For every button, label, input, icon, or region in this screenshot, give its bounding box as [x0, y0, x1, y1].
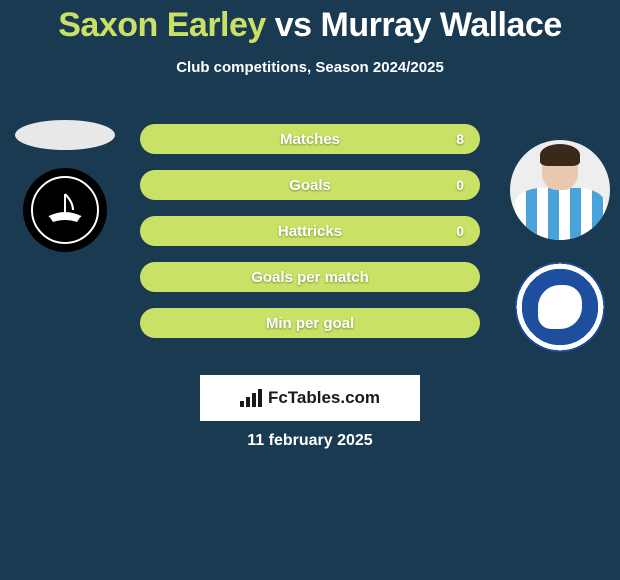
ship-icon — [43, 188, 87, 232]
stat-value-right: 0 — [456, 223, 464, 239]
stat-row-min-per-goal: Min per goal — [140, 308, 480, 338]
bar-chart-icon — [240, 389, 262, 407]
stat-label: Matches — [280, 131, 340, 148]
player2-club-badge — [515, 262, 605, 352]
stat-value-right: 0 — [456, 177, 464, 193]
stat-row-goals-per-match: Goals per match — [140, 262, 480, 292]
branding-box: FcTables.com — [200, 375, 420, 421]
stat-label: Min per goal — [266, 315, 354, 332]
left-player-column — [10, 120, 120, 252]
branding-text: FcTables.com — [268, 388, 380, 408]
date-text: 11 february 2025 — [0, 432, 620, 450]
stat-label: Goals per match — [251, 269, 369, 286]
player1-photo-placeholder — [15, 120, 115, 150]
comparison-title: Saxon Earley vs Murray Wallace — [0, 0, 620, 45]
stat-row-hattricks: Hattricks 0 — [140, 216, 480, 246]
stat-row-matches: Matches 8 — [140, 124, 480, 154]
lion-icon — [538, 285, 582, 329]
vs-text: vs — [275, 6, 312, 44]
stats-container: Matches 8 Goals 0 Hattricks 0 Goals per … — [140, 124, 480, 354]
club1-inner-ring — [31, 176, 99, 244]
player1-club-badge — [23, 168, 107, 252]
player2-photo — [510, 140, 610, 240]
player1-name: Saxon Earley — [58, 6, 266, 44]
stat-label: Goals — [289, 177, 331, 194]
stat-value-right: 8 — [456, 131, 464, 147]
stat-row-goals: Goals 0 — [140, 170, 480, 200]
stat-label: Hattricks — [278, 223, 342, 240]
player2-name: Murray Wallace — [321, 6, 562, 44]
subtitle: Club competitions, Season 2024/2025 — [0, 59, 620, 76]
right-player-column — [507, 140, 612, 352]
